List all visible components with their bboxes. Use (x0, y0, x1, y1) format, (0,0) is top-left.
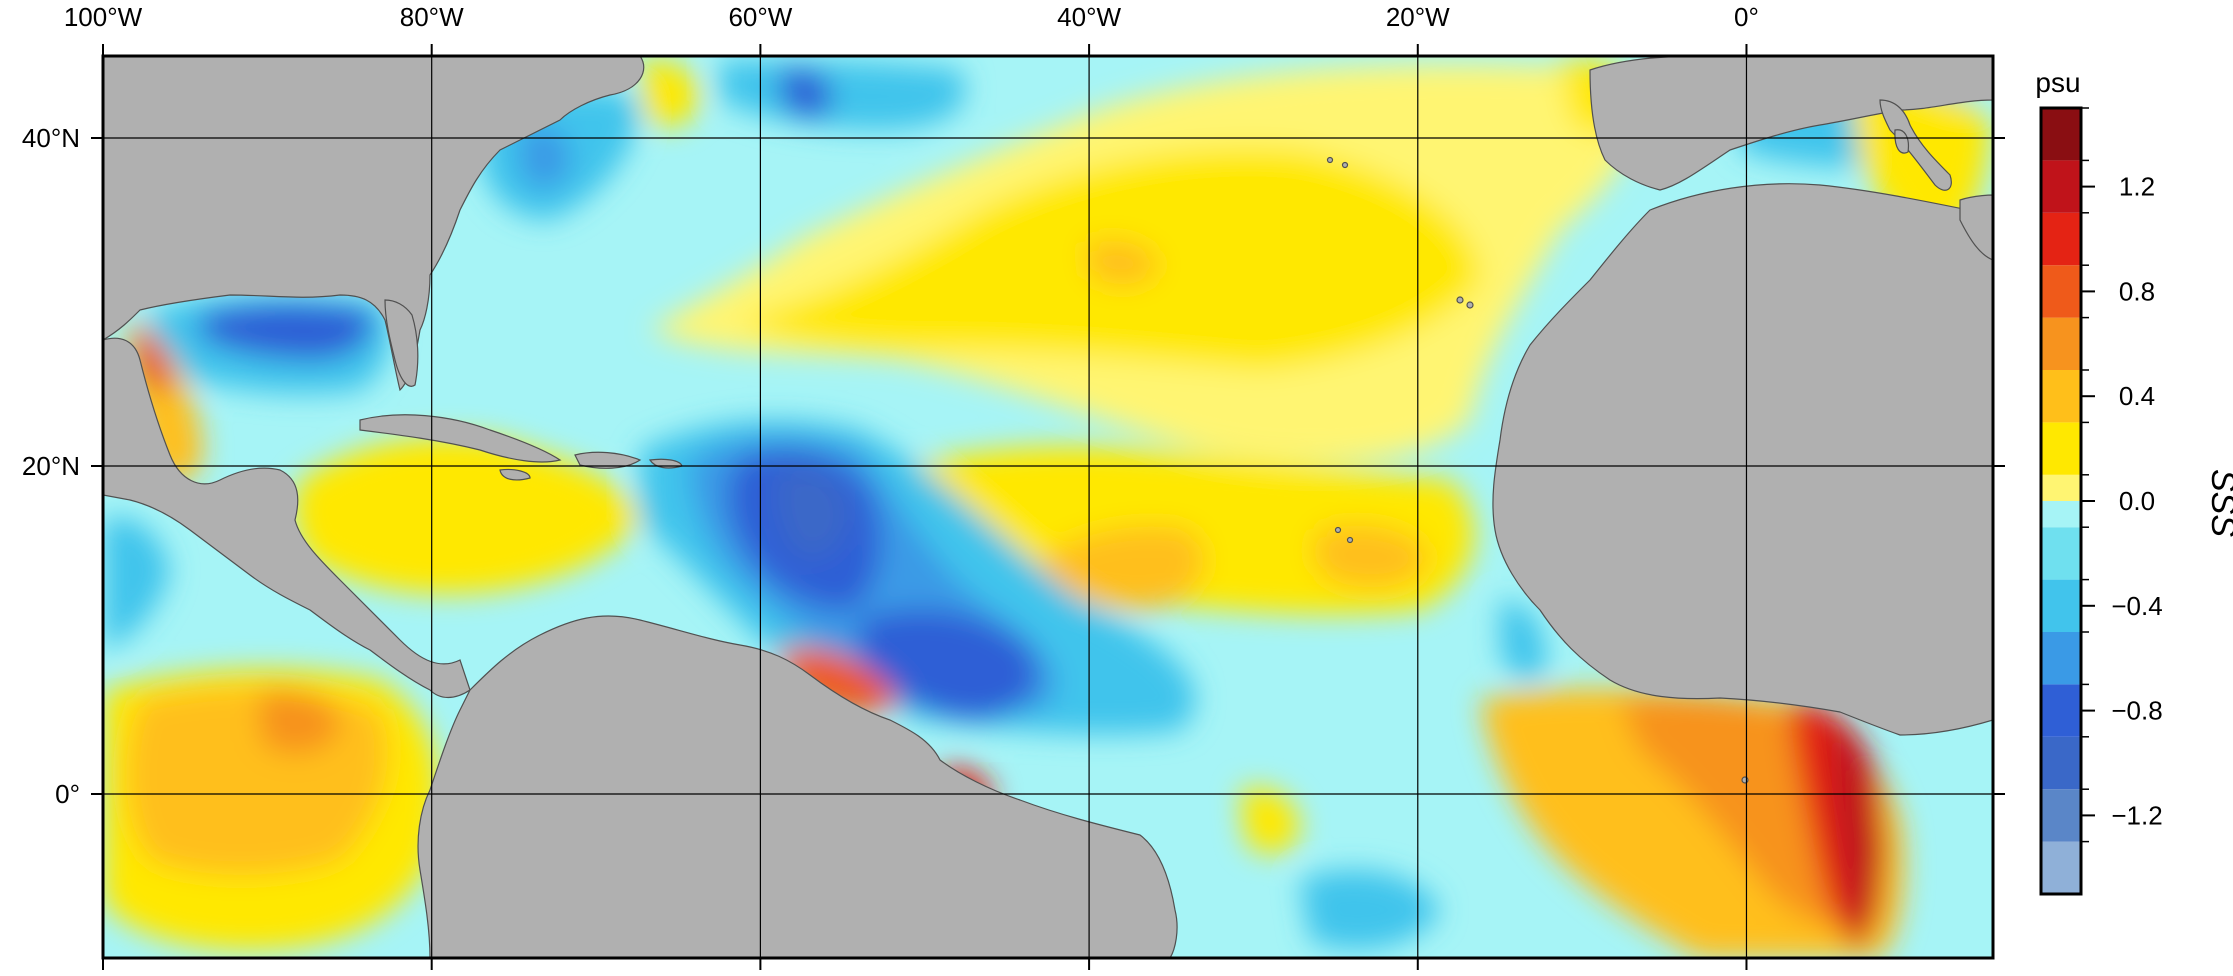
land-island (1346, 536, 1354, 544)
anomaly-region (1500, 600, 1546, 681)
colorbar-variable-label: SSS (2204, 469, 2233, 537)
land-island (1741, 776, 1749, 784)
colorbar-bin (2041, 160, 2081, 213)
colorbar: psu 1.2 0.8 0.4 0.0 −0.4 −0.8 −1.2 SSS (2035, 67, 2233, 896)
land-europe (1589, 56, 1993, 191)
anomaly-region (103, 517, 170, 650)
anomaly-region (1240, 787, 1300, 854)
anomaly-region (126, 686, 388, 875)
colorbar-bin (2041, 684, 2081, 737)
anomaly-region (135, 325, 170, 394)
land-island (1326, 156, 1334, 164)
colorbar-bins (2041, 108, 2081, 894)
land-sardinia (1894, 129, 1910, 154)
map-frame (101, 54, 1995, 960)
colorbar-tick-label: 0.8 (2119, 276, 2155, 306)
anomaly-region (1830, 720, 1885, 950)
colorbar-tick-label: −0.4 (2111, 591, 2162, 621)
colorbar-bin (2041, 265, 2081, 318)
anomaly-region (260, 687, 340, 754)
colorbar-bin (2041, 841, 2081, 894)
longitude-axis: 100°W 80°W 60°W 40°W 20°W 0° (64, 2, 1759, 970)
ocean-anomaly-field (103, 59, 1990, 958)
land-africa (1492, 183, 1993, 736)
colorbar-bin (2041, 108, 2081, 161)
lat-tick-label: 0° (55, 779, 80, 809)
anomaly-region (520, 126, 571, 189)
anomaly-region (200, 303, 373, 360)
anomaly-region (1300, 870, 1440, 950)
anomaly-region (1313, 525, 1430, 588)
anomaly-region (860, 610, 1037, 720)
colorbar-bin (2041, 501, 2081, 528)
lat-tick-label: 40°N (22, 123, 80, 153)
anomaly-region (1040, 526, 1205, 610)
lon-tick-label: 60°W (728, 2, 792, 32)
colorbar-bin (2041, 212, 2081, 266)
land-north-africa-east (1959, 194, 1993, 261)
lon-tick-label: 20°W (1386, 2, 1450, 32)
colorbar-bin (2041, 422, 2081, 475)
colorbar-bin (2041, 789, 2081, 842)
colorbar-tick-label: 0.4 (2119, 381, 2155, 411)
map-plot-area (103, 56, 1993, 958)
land-florida (384, 299, 419, 387)
colorbar-tick-label: 1.2 (2119, 172, 2155, 202)
lon-tick-label: 80°W (400, 2, 464, 32)
land-jamaica (499, 468, 531, 481)
land-island (1466, 301, 1474, 309)
colorbar-tick-label: 0.0 (2119, 486, 2155, 516)
anomaly-region (640, 59, 700, 127)
land-south-america (417, 615, 1178, 958)
land-central-america (103, 337, 471, 699)
lon-tick-label: 100°W (64, 2, 143, 32)
colorbar-ticks: 1.2 0.8 0.4 0.0 −0.4 −0.8 −1.2 (2081, 107, 2163, 843)
colorbar-bin (2041, 736, 2081, 790)
land-italy (1879, 99, 1952, 191)
land-hispaniola (574, 451, 642, 469)
lon-tick-label: 0° (1734, 2, 1759, 32)
lat-tick-label: 20°N (22, 451, 80, 481)
latitude-axis: 40°N 20°N 0° (22, 123, 2005, 809)
colorbar-tick-label: −1.2 (2111, 800, 2162, 830)
land-island (1456, 296, 1464, 304)
colorbar-unit-label: psu (2035, 67, 2080, 98)
land-north-america (103, 56, 645, 392)
colorbar-bin (2041, 632, 2081, 685)
land-island (1341, 161, 1349, 169)
colorbar-bin (2041, 474, 2081, 501)
land-cuba (359, 414, 562, 463)
colorbar-bin (2041, 317, 2081, 370)
colorbar-tick-label: −0.8 (2111, 696, 2162, 726)
anomaly-region (1085, 240, 1160, 286)
graticule (103, 56, 1993, 958)
land-island (1334, 526, 1342, 534)
anomaly-region (780, 68, 832, 118)
colorbar-bin (2041, 579, 2081, 632)
colorbar-bin (2041, 527, 2081, 580)
anomaly-region (293, 436, 640, 594)
lon-tick-label: 40°W (1057, 2, 1121, 32)
colorbar-bin (2041, 370, 2081, 423)
land-masses (103, 56, 1993, 958)
anomaly-region (774, 467, 850, 560)
